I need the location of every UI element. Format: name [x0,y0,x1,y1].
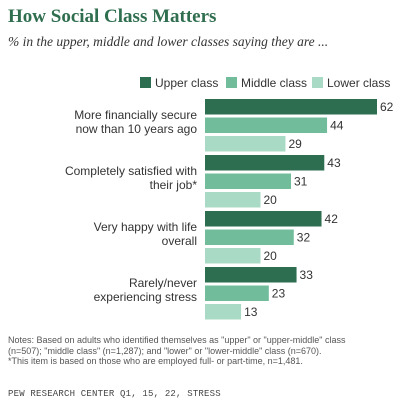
chart-notes: Notes: Based on adults who identified th… [8,335,408,367]
data-label-2-2: 20 [263,249,277,263]
bar-1-2 [205,192,261,208]
legend-label-2: Lower class [327,76,390,90]
bar-0-2 [205,136,286,152]
data-label-3-1: 23 [272,287,286,301]
bar-chart: Upper class Middle class Lower class More f… [65,76,394,320]
source-line: PEW RESEARCH CENTER Q1, 15, 22, STRESS [8,389,221,399]
category-label-1: Completely satisfied with their job* [65,164,197,192]
bar-3-1 [205,285,269,301]
bar-1-0 [205,155,325,171]
data-label-1-1: 31 [294,175,308,189]
note-line-3: *This item is based on those who are emp… [8,356,303,366]
data-label-2-0: 42 [325,212,339,226]
data-label-1-0: 43 [327,156,341,170]
category-label-2: Very happy with life overall [94,220,198,248]
legend-swatch-2 [312,77,323,88]
category-label-3: Rarely/never experiencing stress [94,276,197,304]
bar-0-1 [205,117,328,133]
legend-label-0: Upper class [155,76,218,90]
category-label-0: More financially secure now than 10 years… [74,108,197,136]
bar-0-0 [205,99,377,115]
data-label-3-2: 13 [244,305,258,319]
bar-3-2 [205,304,242,320]
legend-swatch-0 [140,77,151,88]
data-label-3-0: 33 [300,268,314,282]
data-label-2-1: 32 [297,231,311,245]
bar-2-2 [205,248,261,264]
bar-2-0 [205,211,322,227]
note-line-1: Notes: Based on adults who identified th… [8,335,346,345]
bar-2-1 [205,229,294,245]
data-label-0-0: 62 [380,100,394,114]
chart-subtitle: % in the upper, middle and lower classes… [8,34,329,49]
bar-1-1 [205,173,291,189]
data-label-1-2: 20 [263,193,277,207]
data-label-0-1: 44 [330,119,344,133]
bar-3-0 [205,267,297,283]
note-line-2: (n=507); "middle class" (n=1,287); and "… [8,345,322,356]
legend-swatch-1 [226,77,237,88]
data-label-0-2: 29 [288,137,302,151]
legend-label-1: Middle class [241,76,307,90]
chart-title: How Social Class Matters [8,6,217,27]
